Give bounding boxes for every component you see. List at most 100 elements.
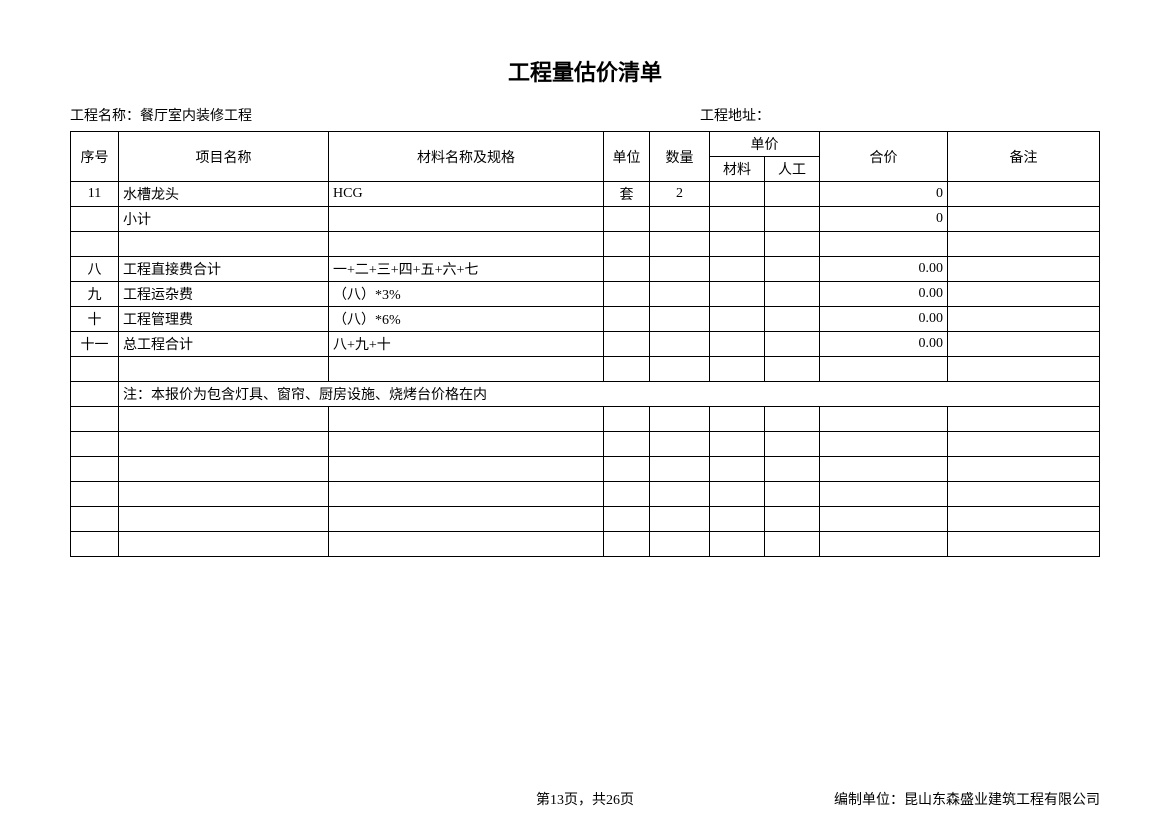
info-row: 工程名称：餐厅室内装修工程 工程地址：	[70, 105, 1100, 125]
table-cell	[765, 457, 820, 482]
table-cell	[948, 457, 1100, 482]
table-cell	[765, 282, 820, 307]
table-cell	[948, 307, 1100, 332]
table-cell	[604, 457, 650, 482]
table-cell	[948, 532, 1100, 557]
table-cell: 工程管理费	[119, 307, 329, 332]
table-cell	[710, 207, 765, 232]
table-cell: 小计	[119, 207, 329, 232]
table-cell	[820, 232, 948, 257]
table-cell	[710, 257, 765, 282]
table-cell	[765, 507, 820, 532]
table-cell	[329, 207, 604, 232]
table-cell	[710, 232, 765, 257]
table-cell	[604, 407, 650, 432]
table-cell	[650, 482, 710, 507]
table-cell	[650, 332, 710, 357]
table-cell: 2	[650, 182, 710, 207]
table-cell: 0	[820, 207, 948, 232]
table-cell	[820, 532, 948, 557]
th-labor: 人工	[765, 157, 820, 182]
table-cell	[948, 207, 1100, 232]
table-cell	[650, 207, 710, 232]
table-cell	[604, 207, 650, 232]
table-header-row: 序号 项目名称 材料名称及规格 单位 数量 单价 合价 备注	[71, 132, 1100, 157]
table-cell	[604, 282, 650, 307]
table-cell	[650, 507, 710, 532]
table-cell	[765, 257, 820, 282]
table-cell: 0.00	[820, 307, 948, 332]
table-cell: 总工程合计	[119, 332, 329, 357]
table-cell	[948, 182, 1100, 207]
table-cell: HCG	[329, 182, 604, 207]
table-cell	[948, 232, 1100, 257]
table-cell	[710, 332, 765, 357]
table-cell	[820, 407, 948, 432]
table-cell	[710, 182, 765, 207]
table-cell	[820, 482, 948, 507]
th-qty: 数量	[650, 132, 710, 182]
table-row: 九工程运杂费（八）*3%0.00	[71, 282, 1100, 307]
table-cell	[119, 482, 329, 507]
th-unit: 单位	[604, 132, 650, 182]
table-cell	[650, 532, 710, 557]
table-row: 11水槽龙头HCG套20	[71, 182, 1100, 207]
table-cell	[604, 332, 650, 357]
table-cell	[71, 407, 119, 432]
table-cell	[948, 257, 1100, 282]
th-remark: 备注	[948, 132, 1100, 182]
table-cell: 0.00	[820, 332, 948, 357]
table-row	[71, 457, 1100, 482]
th-total: 合价	[820, 132, 948, 182]
table-cell: 套	[604, 182, 650, 207]
company-label: 编制单位：昆山东森盛业建筑工程有限公司	[834, 789, 1100, 809]
table-cell	[604, 257, 650, 282]
table-cell	[71, 207, 119, 232]
table-cell	[710, 407, 765, 432]
table-cell	[604, 357, 650, 382]
table-cell: 0	[820, 182, 948, 207]
table-cell	[119, 507, 329, 532]
table-cell	[948, 432, 1100, 457]
table-cell	[119, 357, 329, 382]
table-note-row: 注：本报价为包含灯具、窗帘、厨房设施、烧烤台价格在内	[71, 382, 1100, 407]
th-spec: 材料名称及规格	[329, 132, 604, 182]
table-row: 十工程管理费（八）*6%0.00	[71, 307, 1100, 332]
table-cell	[71, 232, 119, 257]
table-cell	[604, 482, 650, 507]
table-cell	[710, 532, 765, 557]
th-seq: 序号	[71, 132, 119, 182]
table-cell	[71, 532, 119, 557]
table-cell	[948, 482, 1100, 507]
table-cell	[650, 432, 710, 457]
table-cell	[71, 432, 119, 457]
project-name-label: 工程名称：餐厅室内装修工程	[70, 105, 700, 125]
table-cell	[948, 332, 1100, 357]
table-cell	[119, 407, 329, 432]
table-cell	[119, 532, 329, 557]
table-row	[71, 507, 1100, 532]
table-cell	[650, 232, 710, 257]
table-cell: 八+九+十	[329, 332, 604, 357]
table-row: 八工程直接费合计一+二+三+四+五+六+七0.00	[71, 257, 1100, 282]
table-cell	[650, 407, 710, 432]
note-cell: 注：本报价为包含灯具、窗帘、厨房设施、烧烤台价格在内	[119, 382, 1100, 407]
table-cell	[765, 232, 820, 257]
estimate-table: 序号 项目名称 材料名称及规格 单位 数量 单价 合价 备注 材料 人工 11水…	[70, 131, 1100, 557]
table-row: 小计 0	[71, 207, 1100, 232]
table-cell: 工程运杂费	[119, 282, 329, 307]
table-cell	[604, 507, 650, 532]
table-cell	[765, 482, 820, 507]
table-cell	[948, 357, 1100, 382]
table-cell	[329, 357, 604, 382]
table-row	[71, 232, 1100, 257]
table-cell: 0.00	[820, 257, 948, 282]
table-cell	[820, 357, 948, 382]
table-row	[71, 482, 1100, 507]
th-name: 项目名称	[119, 132, 329, 182]
table-cell	[329, 407, 604, 432]
table-cell	[329, 432, 604, 457]
table-cell: 0.00	[820, 282, 948, 307]
table-cell	[765, 532, 820, 557]
table-cell	[604, 307, 650, 332]
